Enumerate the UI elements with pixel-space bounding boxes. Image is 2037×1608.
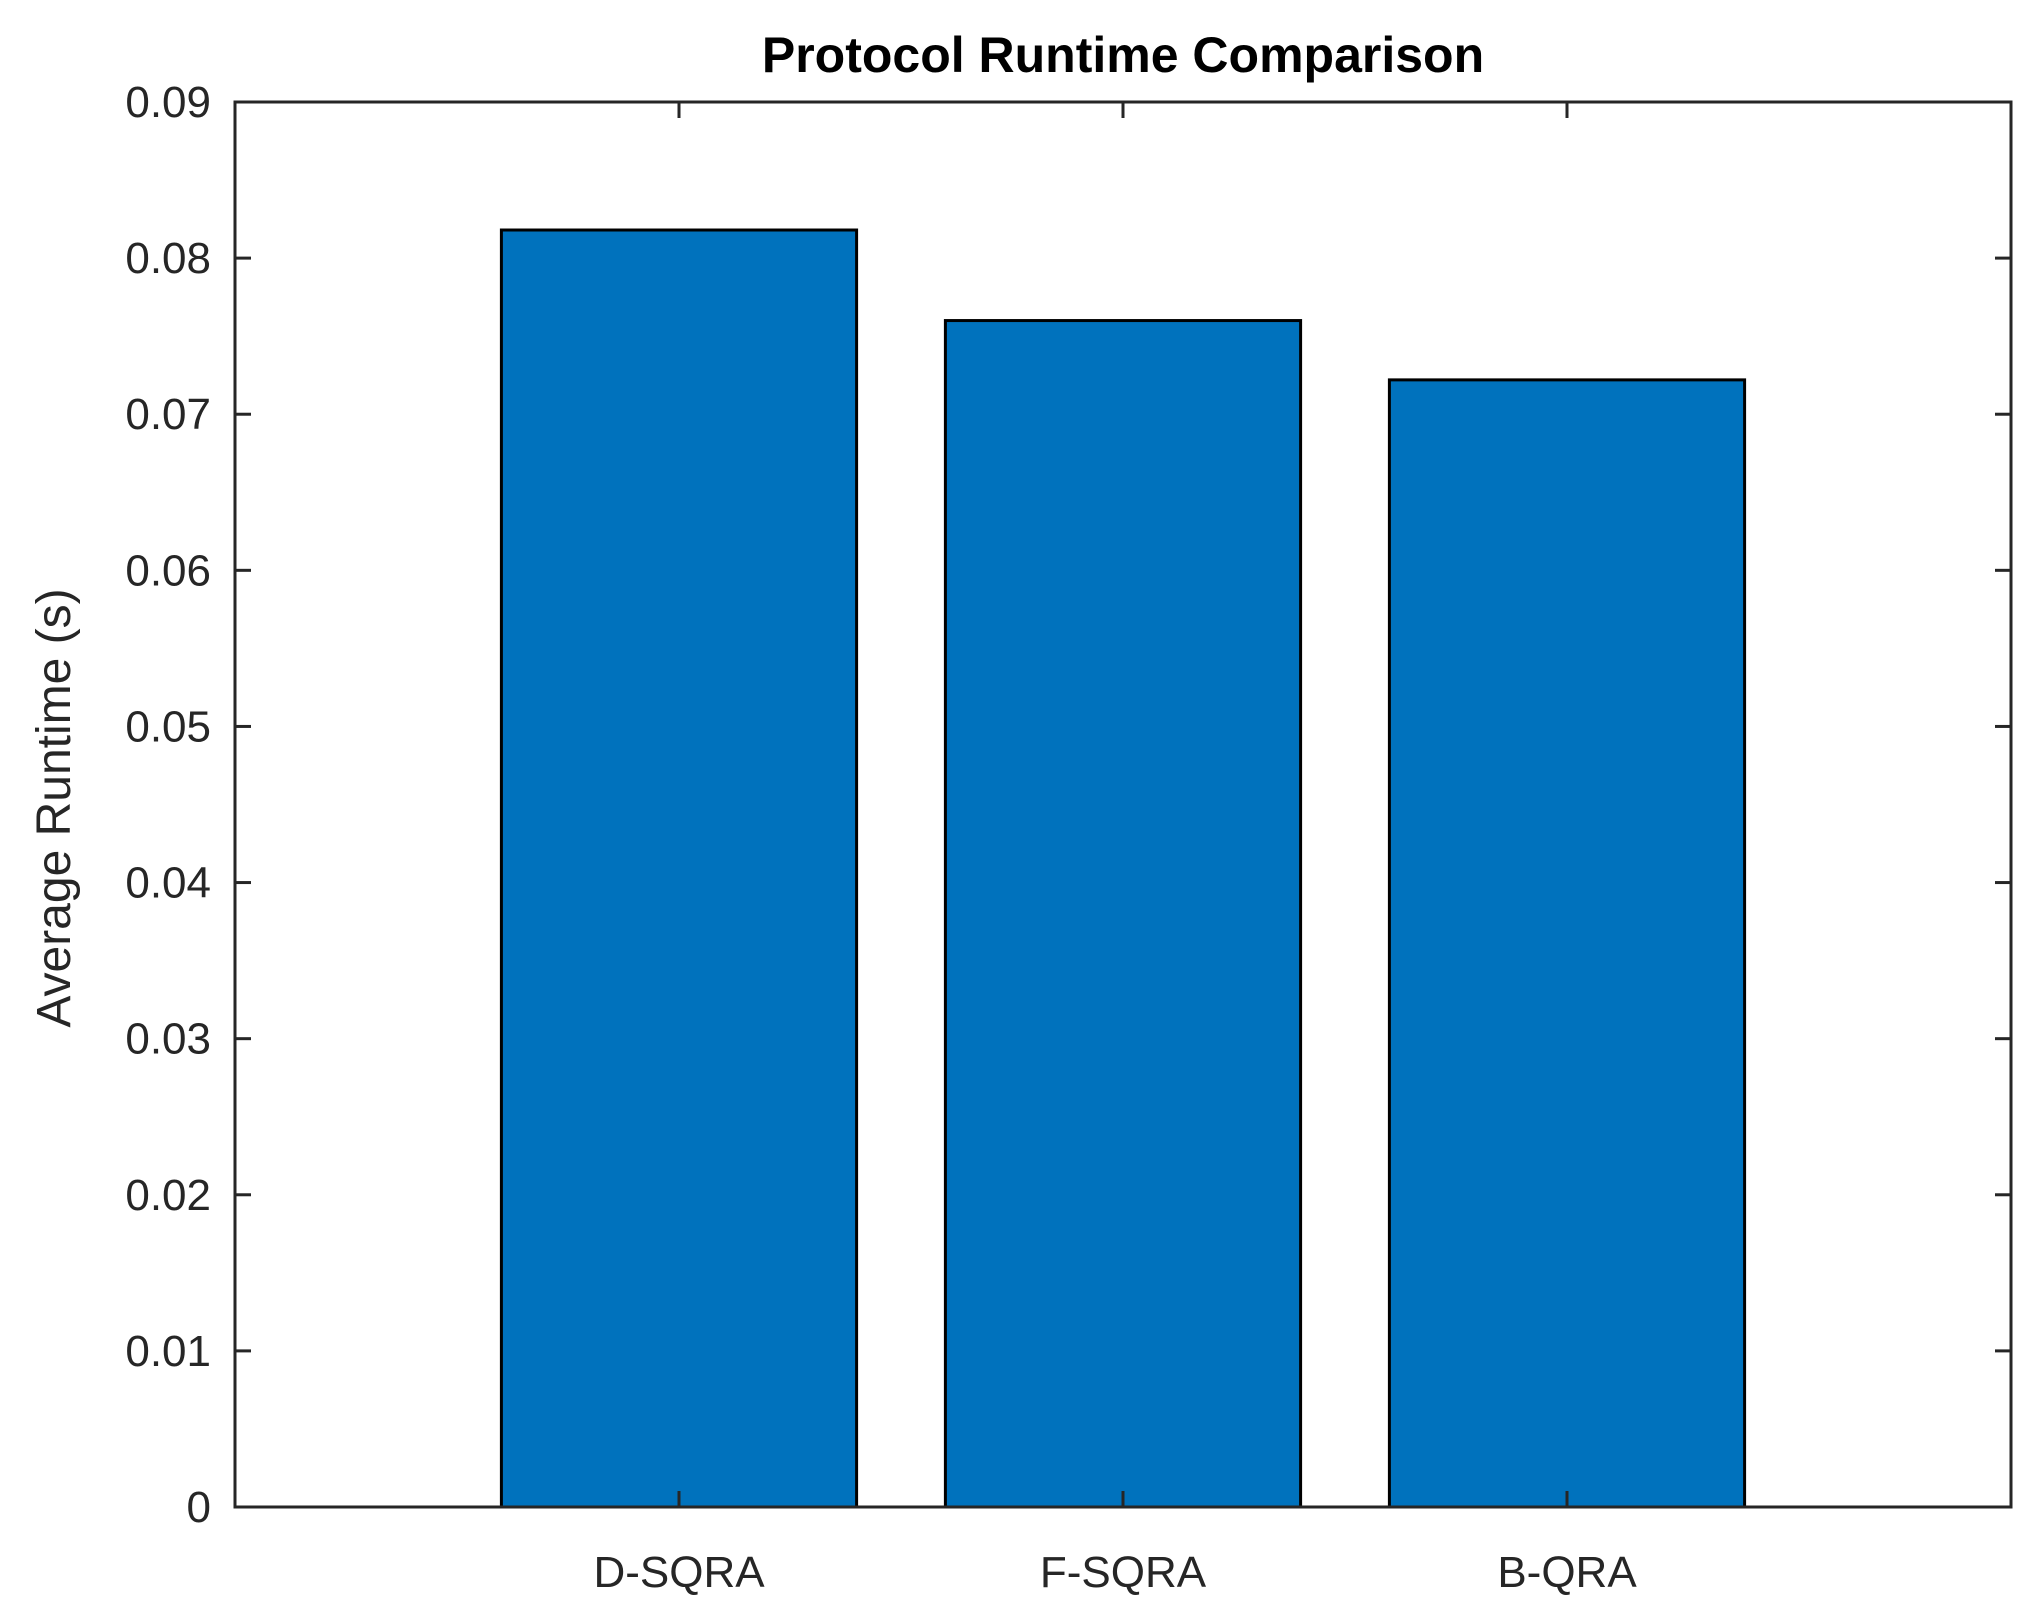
- y-tick-label: 0.02: [125, 1171, 211, 1220]
- y-tick-label: 0.03: [125, 1015, 211, 1064]
- y-axis-label: Average Runtime (s): [28, 588, 81, 1027]
- y-tick-label: 0.06: [125, 546, 211, 595]
- y-tick-label: 0.07: [125, 390, 211, 439]
- tick-labels-group: D-SQRA F-SQRA B-QRA 0 0.01 0.02 0.03 0.04 0.05 0.…: [125, 78, 1637, 1597]
- bar-b-qra: [1387, 378, 1747, 1509]
- chart-title: Protocol Runtime Comparison: [762, 27, 1484, 83]
- bar-d-sqra: [499, 228, 859, 1509]
- bar-f-sqra: [943, 319, 1303, 1509]
- y-tick-label: 0: [187, 1483, 211, 1532]
- plot-area-frame: [233, 100, 2013, 1509]
- bars-group: [499, 228, 1747, 1509]
- x-tick-label: B-QRA: [1497, 1548, 1637, 1597]
- y-tick-label: 0.01: [125, 1327, 211, 1376]
- y-tick-label: 0.08: [125, 234, 211, 283]
- y-tick-label: 0.09: [125, 78, 211, 127]
- y-tick-label: 0.05: [125, 702, 211, 751]
- y-tick-label: 0.04: [125, 859, 211, 908]
- x-tick-label: F-SQRA: [1040, 1548, 1207, 1597]
- x-tick-label: D-SQRA: [593, 1548, 765, 1597]
